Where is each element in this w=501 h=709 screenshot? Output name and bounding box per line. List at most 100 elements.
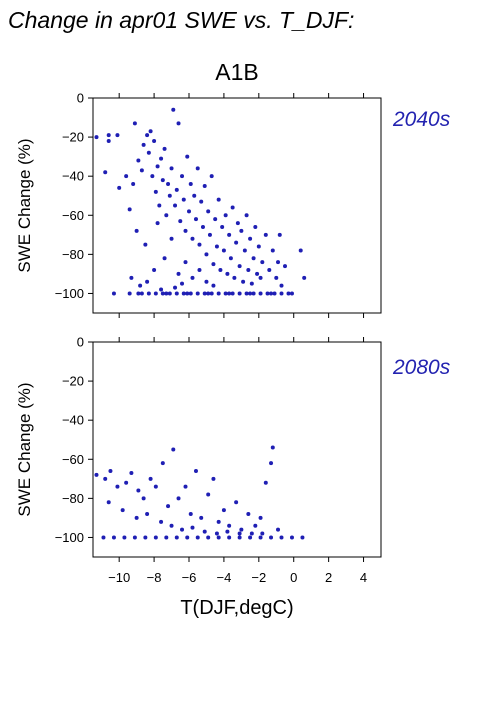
data-point	[206, 291, 211, 296]
data-point	[115, 133, 120, 138]
data-point	[145, 279, 150, 284]
x-tick-label: −2	[251, 570, 266, 585]
x-tick-label: −6	[182, 570, 197, 585]
data-point	[164, 213, 169, 218]
data-point	[94, 472, 99, 477]
data-point	[269, 461, 274, 466]
data-point	[117, 185, 122, 190]
data-point	[152, 139, 157, 143]
data-point	[216, 535, 221, 540]
panel-label: 2080s	[392, 356, 451, 379]
data-point	[134, 515, 139, 520]
data-point	[181, 291, 186, 296]
data-point	[272, 291, 277, 296]
data-point	[209, 174, 214, 179]
data-point	[248, 291, 253, 296]
data-point	[260, 260, 265, 265]
data-point	[241, 279, 246, 284]
data-point	[206, 209, 211, 214]
data-point	[143, 535, 148, 540]
data-point	[192, 193, 197, 198]
data-point	[239, 228, 244, 233]
data-point	[230, 291, 235, 296]
y-tick-label: 0	[77, 91, 84, 106]
data-point	[244, 213, 249, 218]
data-point	[300, 535, 305, 540]
data-point	[223, 213, 228, 218]
y-tick-label: −40	[62, 169, 84, 184]
data-point	[211, 283, 216, 288]
data-point	[103, 170, 108, 175]
data-point	[197, 242, 202, 247]
data-point	[246, 268, 251, 272]
data-point	[169, 166, 174, 171]
data-point	[148, 476, 153, 481]
data-point	[171, 107, 176, 112]
data-point	[216, 291, 221, 296]
data-point	[221, 248, 226, 253]
data-point	[185, 291, 190, 296]
data-point	[153, 484, 158, 489]
data-point	[159, 287, 164, 292]
data-point	[153, 291, 158, 296]
y-tick-label: −100	[55, 286, 84, 301]
data-point	[270, 248, 275, 253]
plot-frame	[92, 97, 382, 314]
data-point	[127, 291, 132, 296]
data-point	[202, 291, 207, 296]
x-tick-label: 2	[325, 570, 332, 585]
data-point	[145, 512, 150, 516]
y-tick-label: 0	[77, 335, 84, 350]
data-point	[244, 291, 249, 296]
data-point	[227, 535, 232, 540]
data-point	[276, 260, 281, 265]
x-axis-label: T(DJF,degC)	[180, 597, 293, 619]
data-point	[129, 275, 134, 280]
data-point	[195, 166, 200, 171]
data-point	[167, 193, 172, 198]
data-point	[134, 228, 139, 233]
data-point	[265, 291, 270, 296]
data-point	[188, 291, 193, 296]
data-point	[237, 535, 242, 540]
data-point	[124, 480, 129, 485]
data-point	[180, 281, 185, 286]
data-point	[302, 275, 307, 280]
data-point	[237, 264, 242, 269]
data-point	[160, 461, 165, 466]
scenario-title: A1B	[215, 59, 258, 85]
data-point	[111, 535, 116, 540]
data-point	[124, 174, 129, 179]
data-point	[94, 135, 99, 140]
data-point	[106, 500, 111, 505]
data-point	[211, 262, 216, 267]
data-point	[221, 508, 226, 513]
data-point	[106, 133, 111, 138]
data-point	[228, 256, 233, 261]
data-point	[283, 264, 287, 269]
data-point	[174, 291, 179, 296]
data-point	[248, 535, 253, 540]
data-point	[171, 447, 176, 452]
data-point	[206, 535, 211, 540]
data-point	[227, 291, 232, 296]
data-point	[148, 129, 153, 134]
data-point	[146, 150, 151, 155]
data-point	[185, 535, 190, 540]
data-point	[237, 531, 242, 536]
data-point	[237, 291, 242, 296]
data-point	[202, 183, 207, 188]
data-point	[153, 535, 158, 540]
data-point	[139, 168, 144, 173]
y-tick-label: −80	[62, 491, 84, 506]
data-point	[204, 252, 209, 257]
data-point	[199, 199, 204, 204]
data-point	[153, 189, 158, 194]
data-point	[183, 484, 188, 489]
data-point	[164, 291, 169, 296]
data-point	[269, 291, 274, 296]
data-point	[230, 205, 235, 210]
data-point	[256, 244, 261, 249]
data-point	[181, 197, 186, 202]
data-point	[190, 275, 195, 280]
